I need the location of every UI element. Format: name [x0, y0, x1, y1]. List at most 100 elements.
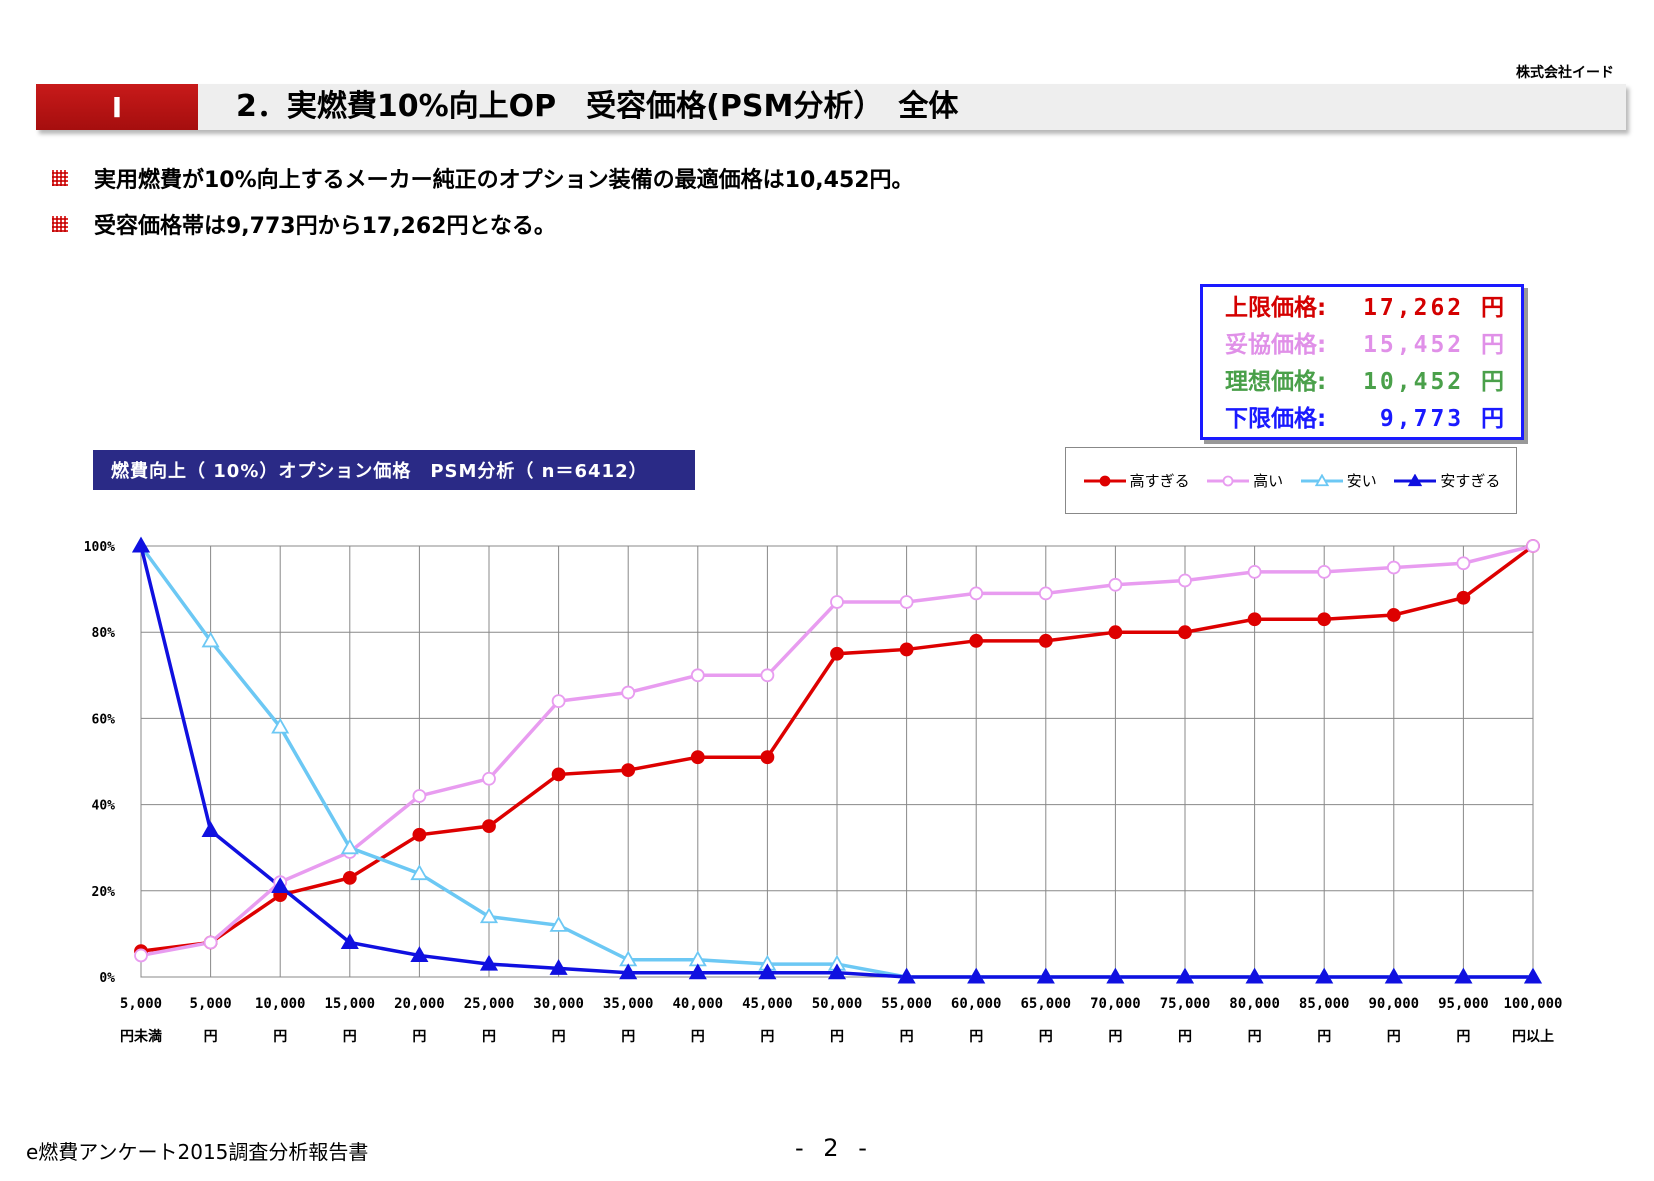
legend-swatch-icon — [1207, 475, 1250, 486]
data-point — [340, 838, 359, 855]
x-tick-label: 60,000 — [951, 996, 1002, 1012]
x-tick-label: 75,000 — [1160, 996, 1211, 1012]
data-point — [549, 959, 568, 975]
x-tick-label: 45,000 — [742, 996, 793, 1012]
price-row-compromise: 妥協価格: 15,452 円 — [1225, 324, 1507, 360]
legend-swatch-icon — [1300, 473, 1343, 486]
data-point — [1523, 967, 1543, 984]
data-point — [1038, 586, 1053, 601]
data-point — [201, 821, 220, 837]
data-point — [340, 933, 359, 950]
data-point — [201, 631, 220, 648]
data-point — [1108, 625, 1123, 640]
data-point — [897, 967, 916, 984]
y-tick-label: 60% — [92, 712, 116, 727]
data-point — [1178, 625, 1192, 640]
x-tick-label: 55,000 — [881, 996, 932, 1012]
x-tick-label: 90,000 — [1369, 996, 1420, 1012]
data-point — [1247, 564, 1262, 579]
report-name: e燃費アンケート2015調査分析報告書 — [26, 1140, 369, 1164]
price-label: 上限価格: — [1225, 295, 1327, 321]
data-point — [619, 963, 638, 980]
data-point — [1314, 473, 1329, 486]
data-point — [690, 750, 705, 765]
x-tick-unit: 円 — [343, 1029, 357, 1045]
x-tick-label: 10,000 — [255, 996, 306, 1012]
data-point — [1099, 475, 1110, 486]
data-point — [830, 646, 844, 661]
data-point — [1038, 633, 1053, 648]
y-tick-label: 20% — [92, 885, 116, 900]
data-point — [412, 827, 427, 842]
data-point — [690, 668, 705, 683]
data-point — [551, 694, 566, 709]
x-tick-label: 40,000 — [673, 996, 724, 1012]
data-point — [1384, 967, 1403, 984]
x-tick-unit: 円 — [760, 1029, 774, 1045]
y-tick-label: 40% — [92, 799, 116, 814]
page-title: 2．実燃費10%向上OP 受容価格(PSM分析） 全体 — [236, 89, 959, 124]
data-point — [967, 967, 986, 984]
data-point — [410, 946, 429, 962]
price-row-lower: 下限価格: 9,773 円 — [1225, 398, 1507, 434]
x-tick-unit: 円以上 — [1512, 1029, 1554, 1045]
legend-item: 高い — [1205, 470, 1283, 491]
bullet-2: 受容価格帯は9,773円から17,262円となる。 — [52, 208, 556, 240]
data-point — [342, 870, 357, 885]
x-tick-label: 20,000 — [394, 996, 445, 1012]
data-point — [482, 819, 496, 834]
x-tick-unit: 円 — [552, 1029, 566, 1045]
data-point — [1386, 608, 1401, 622]
price-value: 17,262 円 — [1363, 295, 1507, 321]
data-point — [969, 633, 984, 648]
x-tick-unit: 円 — [273, 1029, 287, 1045]
price-label: 妥協価格: — [1225, 332, 1327, 358]
data-point — [899, 595, 914, 609]
x-tick-unit: 円 — [1178, 1029, 1192, 1045]
data-point — [830, 595, 844, 609]
x-tick-label: 95,000 — [1438, 996, 1489, 1012]
bullet-1: 実用燃費が10%向上するメーカー純正のオプション装備の最適価格は10,452円。 — [52, 162, 914, 194]
data-point — [1456, 556, 1471, 571]
price-value: 9,773 円 — [1379, 406, 1507, 432]
bullet-icon — [52, 170, 68, 186]
legend-label: 安すぎる — [1440, 472, 1501, 490]
price-label: 下限価格: — [1225, 406, 1327, 432]
data-point — [969, 586, 984, 601]
data-point — [412, 789, 427, 803]
x-tick-unit: 円 — [204, 1029, 218, 1045]
data-point — [482, 771, 496, 786]
x-tick-label: 65,000 — [1021, 996, 1072, 1012]
price-value: 10,452 円 — [1363, 369, 1507, 395]
x-tick-label: 80,000 — [1229, 996, 1280, 1012]
x-tick-label: 35,000 — [603, 996, 654, 1012]
legend-item: 高すぎる — [1082, 470, 1190, 491]
x-tick-label: 25,000 — [464, 996, 515, 1012]
x-tick-label: 50,000 — [812, 996, 863, 1012]
x-tick-label: 5,000 — [120, 996, 162, 1012]
x-tick-unit: 円 — [621, 1029, 635, 1045]
legend-swatch-icon — [1083, 475, 1126, 486]
page-number: - 2 - — [795, 1134, 873, 1162]
data-point — [549, 915, 568, 932]
bullet-text: 受容価格帯は9,773円から17,262円となる。 — [94, 214, 556, 239]
data-point — [621, 763, 636, 778]
data-point — [1315, 967, 1334, 984]
x-tick-unit: 円 — [482, 1029, 496, 1045]
x-tick-label: 15,000 — [325, 996, 376, 1012]
data-point — [1178, 573, 1192, 588]
x-tick-unit: 円 — [1108, 1029, 1122, 1045]
legend-item: 安すぎる — [1392, 470, 1500, 491]
x-tick-label: 85,000 — [1299, 996, 1350, 1012]
data-point — [760, 750, 775, 765]
data-point — [1386, 560, 1401, 575]
x-tick-unit: 円未満 — [120, 1028, 162, 1045]
data-point — [1526, 539, 1540, 553]
psm-line-chart: 0% 20% 40% 60% 80% 100% 5,000 円未満 5,000 円 10,000 円 1… — [84, 536, 1563, 1045]
legend-label: 安い — [1346, 472, 1377, 490]
legend-swatch-icon — [1394, 473, 1437, 486]
legend-item: 安い — [1299, 470, 1377, 491]
legend-label: 高い — [1253, 472, 1284, 490]
data-point — [899, 642, 914, 657]
company-name: 株式会社イード — [1516, 65, 1614, 81]
